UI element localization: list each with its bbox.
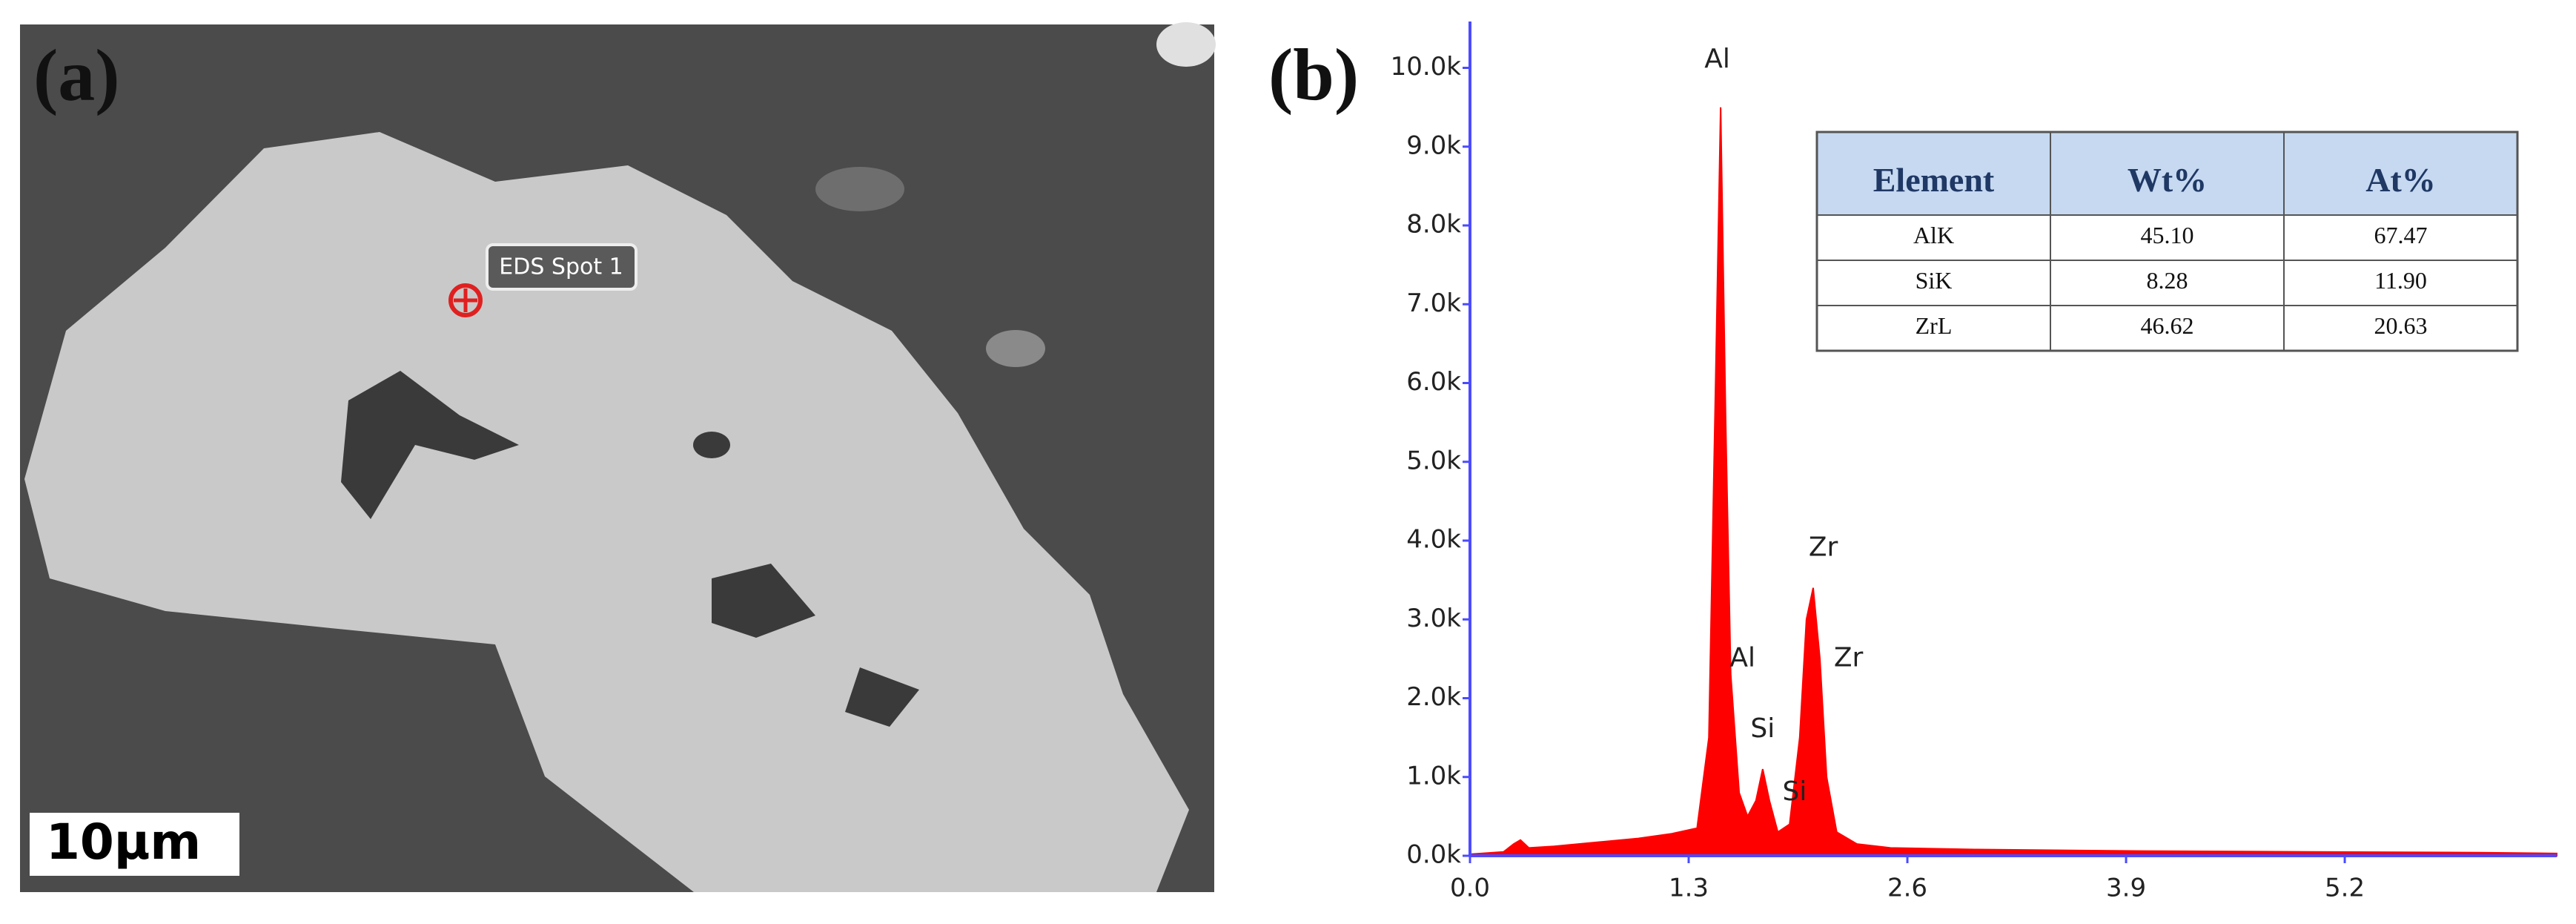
particle-fragment	[815, 167, 904, 211]
particle-fragment	[986, 330, 1045, 367]
y-tick-label: 6.0k	[1406, 367, 1461, 397]
peak-label: Al	[1729, 642, 1755, 673]
y-tick-label: 9.0k	[1406, 131, 1461, 160]
peak-label: Zr	[1809, 532, 1838, 563]
scale-bar-box	[30, 813, 239, 876]
peak-label: Zr	[1834, 642, 1864, 673]
y-tick-label: 8.0k	[1406, 210, 1461, 240]
x-tick-label: 0.0	[1450, 874, 1490, 903]
table-cell: 46.62	[2141, 312, 2194, 339]
y-tick-label: 0.0k	[1406, 840, 1461, 870]
pore	[693, 432, 730, 458]
x-tick-label: 1.3	[1669, 874, 1709, 903]
pore	[845, 667, 919, 727]
x-tick-label: 2.6	[1887, 874, 1927, 903]
sem-image: (a) EDS Spot 1 10μm	[20, 22, 1216, 892]
table-cell: SiK	[1916, 267, 1953, 294]
spot-label: EDS Spot 1	[499, 254, 623, 280]
y-tick-label: 2.0k	[1406, 682, 1461, 712]
spectrum-chart: (b) 0.0k 1.0k 2.0k 3.0k 4.0k 5.0k 6.0k 7.0k 8.0k…	[1268, 22, 2557, 903]
panel-label: (b)	[1268, 33, 1359, 116]
y-tick-label: 7.0k	[1406, 288, 1461, 318]
x-tick-label: 3.9	[2106, 874, 2146, 903]
table-header: At%	[2365, 161, 2436, 199]
table-cell: 45.10	[2141, 222, 2194, 248]
table-cell: 11.90	[2374, 267, 2427, 294]
spectrum-area	[1469, 107, 2557, 857]
x-tick-label: 5.2	[2325, 874, 2365, 903]
table-header-bg	[1817, 132, 2517, 215]
table-cell: 20.63	[2374, 312, 2428, 339]
y-tick-label: 3.0k	[1406, 604, 1461, 633]
panel-label: (a)	[33, 34, 120, 116]
scale-bar-label: 10μm	[46, 814, 201, 871]
table-cell: AlK	[1913, 222, 1954, 248]
table-cell: 67.47	[2374, 222, 2428, 248]
y-tick-label: 5.0k	[1406, 446, 1461, 475]
y-tick-label: 4.0k	[1406, 525, 1461, 555]
table-cell: ZrL	[1916, 312, 1953, 339]
y-tick-label: 10.0k	[1391, 52, 1462, 82]
eds-spot-marker	[448, 283, 483, 317]
table-cell: 8.28	[2147, 267, 2188, 294]
table-border	[1815, 131, 2519, 352]
pore	[341, 371, 519, 519]
peak-label: Si	[1783, 776, 1807, 807]
y-tick-label: 1.0k	[1406, 761, 1461, 791]
particle-fragment	[1156, 22, 1216, 67]
peak-label: Si	[1750, 713, 1775, 744]
spot-label-box	[486, 243, 638, 291]
pore	[712, 564, 815, 638]
peak-label: Al	[1704, 44, 1730, 74]
table-header: Wt%	[2128, 161, 2207, 199]
table-header: Element	[1873, 161, 1995, 199]
